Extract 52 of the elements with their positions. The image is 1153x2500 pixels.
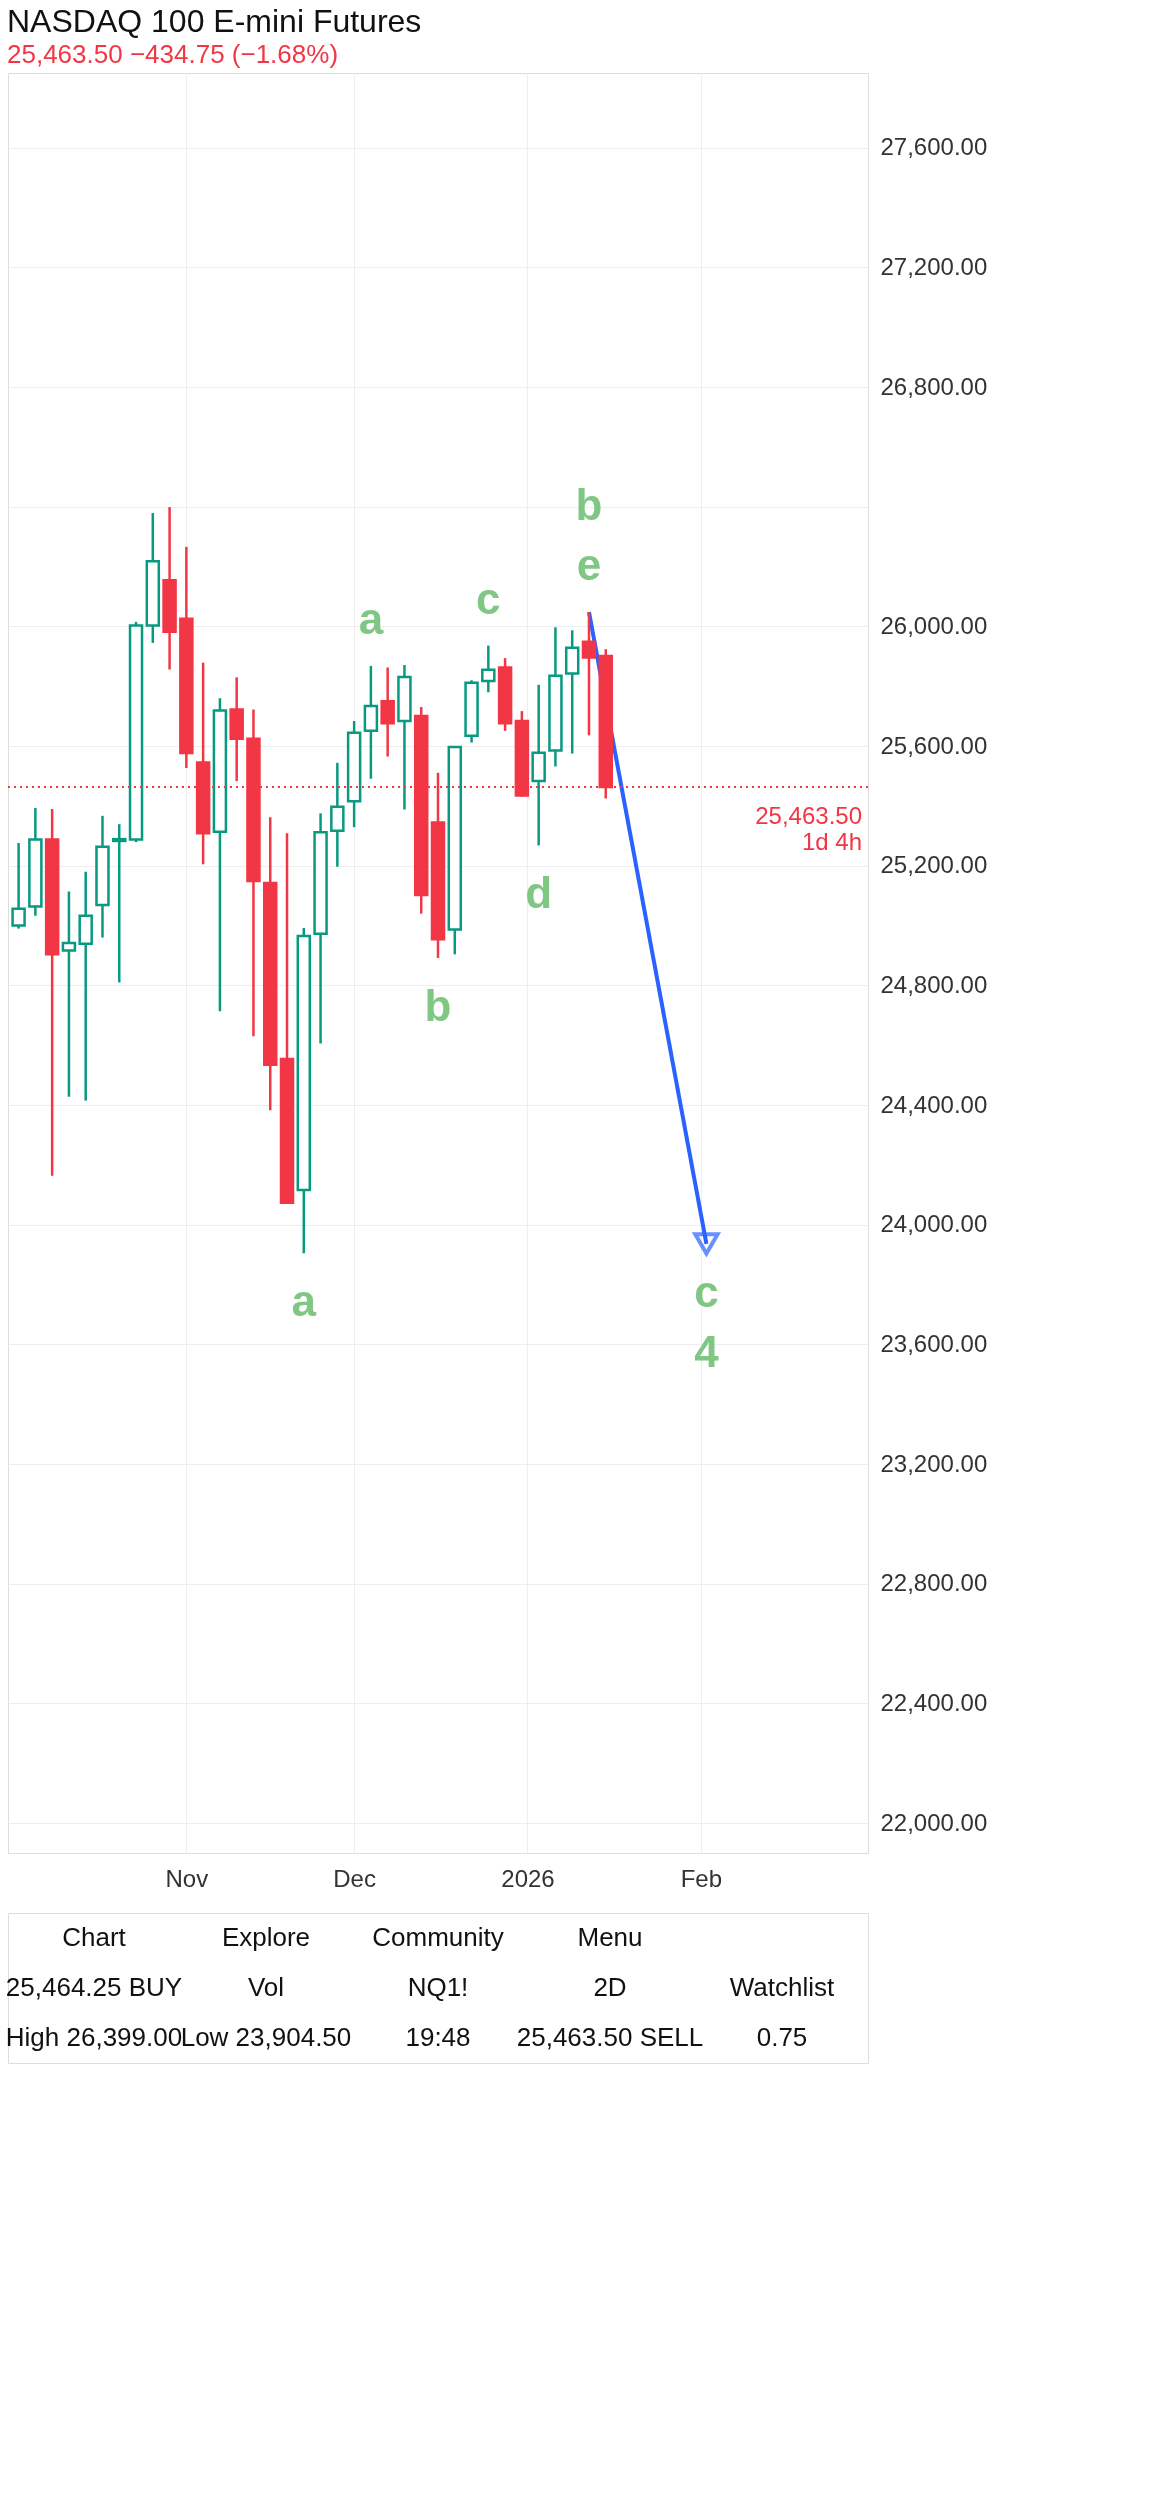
- text: NQ1!: [407, 1972, 469, 2002]
- text: 0.75: [756, 2022, 808, 2052]
- candlestick: [380, 666, 395, 758]
- annotation: b: [424, 980, 452, 1030]
- ref-line-label: 25,463.50 1d 4h: [755, 801, 862, 855]
- candlestick: [61, 890, 77, 1098]
- annotation: 4: [694, 1326, 720, 1376]
- annotation: e: [576, 540, 602, 590]
- annotation: d: [525, 868, 553, 918]
- annotation: b: [575, 480, 603, 530]
- y-tick-label: 23,200.00: [880, 1449, 988, 1477]
- candlestick: [481, 644, 496, 694]
- y-tick-label: 24,800.00: [880, 970, 988, 998]
- y-tick-label: 22,800.00: [880, 1569, 988, 1597]
- y-tick-label: 27,600.00: [880, 133, 988, 161]
- x-tick-label: Feb: [680, 1864, 723, 1892]
- text: 2D: [593, 1972, 627, 2002]
- y-tick-label: 22,400.00: [880, 1688, 988, 1716]
- text: Explore: [221, 1922, 311, 1952]
- text: Vol: [247, 1972, 285, 2002]
- text: 19:48: [405, 2022, 471, 2052]
- annotation: a: [291, 1276, 317, 1326]
- y-tick-label: 23,600.00: [880, 1329, 988, 1357]
- text: 25,463.50 SELL: [516, 2022, 704, 2052]
- y-tick-label: 24,000.00: [880, 1210, 988, 1238]
- candlestick: [330, 761, 345, 868]
- chart-subtitle: 25,463.50 −434.75 (−1.68%): [7, 39, 339, 69]
- annotation: c: [694, 1266, 719, 1316]
- x-tick-label: 2026: [501, 1864, 555, 1892]
- text: Chart: [62, 1922, 127, 1952]
- text: Menu: [577, 1922, 643, 1952]
- candlestick: [112, 822, 127, 984]
- y-tick-label: 26,000.00: [880, 611, 988, 639]
- annotation: a: [358, 593, 384, 643]
- chart-title: NASDAQ 100 E-mini Futures: [7, 3, 422, 39]
- x-tick-label: Nov: [165, 1864, 209, 1892]
- annotation: c: [476, 573, 501, 623]
- y-tick-label: 26,800.00: [880, 372, 988, 400]
- text: Community: [372, 1922, 504, 1952]
- y-tick-label: 24,400.00: [880, 1090, 988, 1118]
- candlestick: [11, 841, 26, 930]
- text: Watchlist: [729, 1972, 836, 2002]
- text: Low 23,904.50: [180, 2022, 352, 2052]
- text: High 26,399.00: [5, 2022, 183, 2052]
- x-tick-label: Dec: [333, 1864, 376, 1892]
- y-tick-label: 22,000.00: [880, 1808, 988, 1836]
- candlestick: [581, 610, 597, 737]
- y-tick-label: 25,200.00: [880, 851, 988, 879]
- y-tick-label: 25,600.00: [880, 731, 988, 759]
- text: 25,464.25 BUY: [5, 1972, 183, 2002]
- candlestick: [78, 870, 93, 1102]
- y-tick-label: 27,200.00: [880, 252, 988, 280]
